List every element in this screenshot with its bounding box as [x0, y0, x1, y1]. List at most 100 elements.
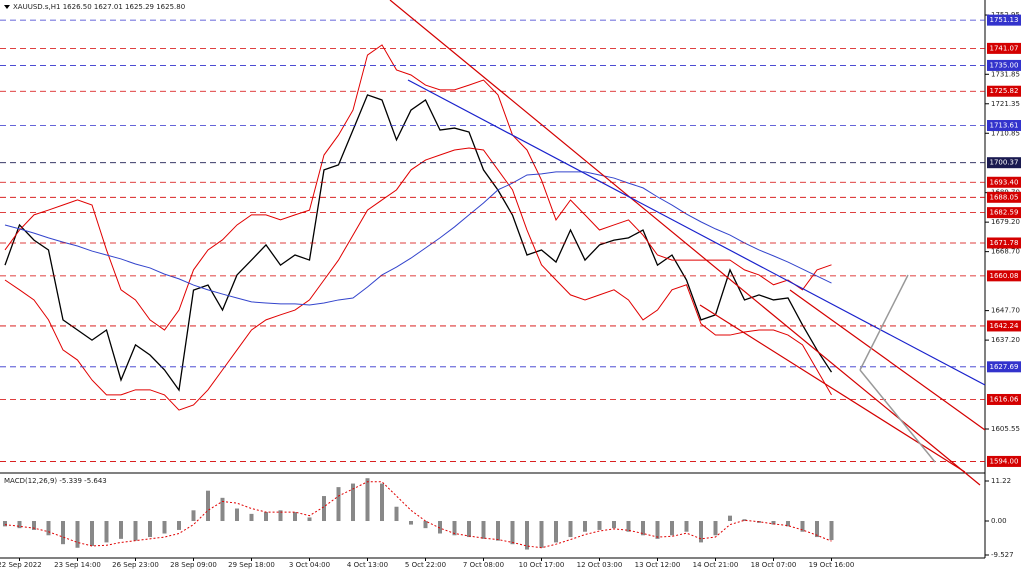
indicator-line: [4, 171, 832, 306]
histogram-bar: [162, 521, 167, 534]
x-tick-label: 14 Oct 21:00: [693, 561, 739, 569]
histogram-bar: [235, 508, 239, 522]
histogram-bar: [713, 521, 718, 536]
histogram-bar: [684, 521, 689, 532]
x-tick-label: 28 Sep 09:00: [170, 561, 217, 569]
trend-line: [789, 289, 986, 431]
x-tick-label: 18 Oct 07:00: [751, 561, 797, 569]
level-box: [987, 157, 1021, 169]
histogram-bar: [104, 521, 109, 543]
x-tick-label: 10 Oct 17:00: [519, 561, 565, 569]
x-tick-label: 7 Oct 08:00: [463, 561, 504, 569]
histogram-bar: [351, 483, 355, 522]
level-label: 1725.82: [990, 87, 1019, 95]
histogram-bar: [438, 521, 442, 534]
histogram-bar: [264, 512, 268, 522]
x-tick-label: 26 Sep 23:00: [112, 561, 159, 569]
histogram-bar: [3, 521, 7, 527]
level-label: 1627.69: [990, 363, 1019, 371]
level-label: 1713.61: [990, 122, 1019, 130]
histogram-bar: [829, 521, 834, 541]
x-tick-label: 3 Oct 04:00: [289, 561, 330, 569]
y-tick-label: 1710.85: [991, 129, 1020, 137]
histogram-bar: [191, 510, 196, 522]
histogram-bar: [90, 521, 94, 546]
x-tick-label: 23 Sep 14:00: [54, 561, 101, 569]
level-box: [987, 191, 1021, 203]
level-label: 1671.78: [990, 239, 1019, 247]
histogram-bar: [655, 521, 660, 539]
level-box: [987, 42, 1021, 54]
level-box: [987, 59, 1021, 71]
level-label: 1700.37: [990, 159, 1019, 167]
level-box: [987, 361, 1021, 373]
x-tick-label: 13 Oct 12:00: [635, 561, 681, 569]
histogram-bar: [409, 521, 413, 525]
histogram-bar: [815, 521, 819, 538]
x-tick-label: 12 Oct 03:00: [577, 561, 623, 569]
x-tick-label: 4 Oct 13:00: [347, 561, 388, 569]
level-label: 1594.00: [990, 457, 1019, 465]
x-tick-label: 22 Sep 2022: [0, 561, 42, 569]
y-tick-label: 0.00: [991, 517, 1007, 525]
y-tick-label: 1668.70: [991, 248, 1020, 256]
level-box: [987, 270, 1021, 282]
level-label: 1741.07: [990, 44, 1019, 52]
histogram-bar: [32, 521, 36, 530]
level-box: [987, 176, 1021, 188]
drawing-tools: [389, 0, 986, 486]
level-label: 1642.24: [990, 322, 1019, 330]
histogram-bar: [46, 521, 51, 536]
histogram-bar: [322, 496, 326, 522]
y-tick-label: 1637.20: [991, 336, 1020, 344]
level-label: 1616.06: [990, 395, 1019, 403]
x-tick-label: 19 Oct 16:00: [809, 561, 855, 569]
y-tick-label: 1605.55: [991, 425, 1020, 433]
histogram-bar: [177, 521, 181, 530]
histogram-bar: [293, 512, 297, 522]
histogram-bar: [206, 490, 210, 522]
y-tick-label: 1731.85: [991, 70, 1020, 78]
y-tick-label: 1721.35: [991, 100, 1020, 108]
histogram-bar: [119, 521, 123, 539]
histogram-bar: [568, 521, 573, 538]
histogram-bar: [148, 521, 152, 538]
chart-title: XAUUSD.s,H1 1626.50 1627.01 1625.29 1625…: [13, 3, 185, 11]
indicator-line: [4, 147, 832, 411]
level-box: [987, 120, 1021, 132]
histogram-bar: [786, 521, 790, 527]
histogram-bar: [220, 497, 225, 522]
histogram-bar: [278, 510, 283, 522]
signal-line: [4, 481, 832, 549]
histogram-bar: [75, 521, 80, 548]
histogram-bar: [133, 521, 138, 541]
histogram-bar: [641, 521, 645, 536]
price-line: [4, 94, 833, 392]
y-tick-label: 1679.20: [991, 218, 1020, 226]
x-tick-label: 5 Oct 22:00: [405, 561, 446, 569]
histogram-bar: [510, 521, 515, 545]
histogram-bar: [452, 521, 457, 536]
histogram-bar: [380, 483, 384, 522]
histogram-bar: [496, 521, 500, 541]
histogram-bar: [800, 521, 805, 532]
histogram-bar: [742, 519, 747, 522]
trend-line: [407, 79, 986, 386]
symbol-marker: [4, 5, 10, 9]
y-tick-label: -9.527: [991, 551, 1014, 559]
level-box: [987, 393, 1021, 405]
histogram-bar: [525, 521, 529, 550]
histogram-bar: [612, 521, 616, 529]
projection-line: [859, 369, 936, 463]
histogram-bar: [61, 521, 65, 545]
histogram-bar: [539, 521, 544, 548]
histogram-bar: [699, 521, 703, 543]
level-box: [987, 320, 1021, 332]
histogram-bar: [17, 521, 22, 529]
histogram-bar: [307, 517, 312, 522]
trend-line: [389, 0, 981, 486]
level-label: 1688.05: [990, 193, 1019, 201]
level-box: [987, 455, 1021, 467]
